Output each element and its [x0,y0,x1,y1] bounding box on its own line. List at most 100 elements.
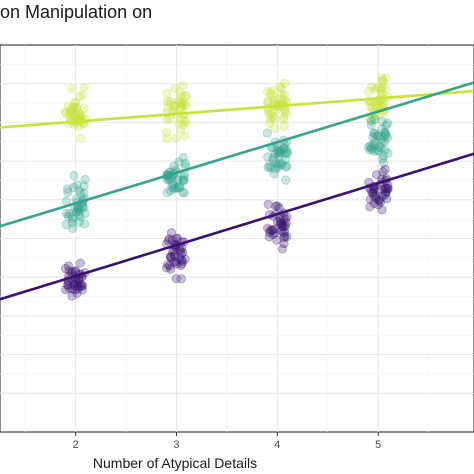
scatter-point [380,190,390,200]
scatter-point [364,86,374,97]
scatter-point [65,105,76,116]
scatter-point [280,78,290,88]
scatter-point [63,212,74,222]
scatter-point [175,246,186,256]
scatter-point [270,164,280,174]
scatter-point [267,108,277,118]
scatter-point [167,235,177,245]
scatter-point [370,84,380,94]
scatter-point [365,145,375,155]
scatter-point [162,133,172,144]
scatter-point [162,96,173,106]
scatter-point [65,108,75,118]
scatter-point [275,145,285,155]
scatter-point [374,141,384,152]
scatter-point [375,197,386,207]
scatter-point [374,146,384,156]
scatter-point [280,90,290,100]
scatter-point [381,130,391,140]
scatter-point [166,253,176,263]
scatter-point [175,115,186,125]
scatter-point [73,203,83,213]
scatter-point [174,95,184,106]
scatter-point [71,103,81,113]
scatter-point [280,231,290,241]
scatter-point [377,154,388,164]
scatter-point [68,223,78,234]
scatter-point [272,217,283,227]
x-tick-label: 2 [73,439,79,451]
scatter-point [377,191,387,201]
scatter-point [76,280,86,290]
scatter-point [376,84,387,94]
scatter-point [173,175,183,186]
scatter-point [282,147,292,158]
scatter-point [70,98,80,108]
scatter-point [369,146,379,156]
scatter-point [379,184,389,195]
scatter-point [377,116,387,126]
scatter-point [370,136,380,146]
scatter-point [276,83,287,93]
scatter-point [381,120,391,130]
scatter-point [163,236,173,246]
scatter-point [166,252,176,262]
scatter-point [377,137,387,147]
scatter-point [380,99,390,109]
scatter-point [382,133,393,143]
scatter-point [180,115,190,126]
scatter-point [165,251,176,262]
scatter-point [179,172,189,182]
scatter-point [274,146,284,157]
scatter-point [75,212,85,222]
scatter-point [279,239,289,249]
scatter-point [275,218,285,228]
scatter-point [369,198,379,208]
scatter-point [67,212,78,222]
scatter-point [64,209,74,219]
scatter-point [369,115,379,125]
scatter-point [161,128,172,138]
scatter-point [178,80,188,90]
scatter-point [67,284,77,294]
scatter-point [181,91,191,101]
x-axis-title: Number of Atypical Details [93,455,257,471]
scatter-point [162,188,172,198]
scatter-point [371,101,381,111]
scatter-point [263,199,273,210]
scatter-point [383,184,393,194]
scatter-point [75,258,86,268]
scatter-point [174,118,184,128]
scatter-point [269,114,279,124]
scatter-point [275,81,285,92]
scatter-point [72,103,82,113]
scatter-point [278,228,289,238]
scatter-point [382,184,392,194]
scatter-point [80,209,90,219]
scatter-point [380,183,391,193]
scatter-point [73,204,83,214]
scatter-point [268,229,278,240]
scatter-point [380,164,390,175]
scatter-point [279,95,290,105]
scatter-point [180,159,191,169]
scatter-point [278,114,288,124]
lines-layer [0,81,474,301]
scatter-point [280,227,290,237]
scatter-point [276,158,286,168]
scatter-point [276,219,286,229]
scatter-point [277,222,287,232]
scatter-point [376,85,386,95]
scatter-point [177,98,188,108]
scatter-point [371,130,381,140]
scatter-point [277,159,287,170]
scatter-point [281,162,291,172]
scatter-point [170,101,180,111]
scatter-point [270,123,280,134]
scatter-point [177,256,188,266]
scatter-point [264,109,274,119]
scatter-point [172,234,182,244]
scatter-point [178,100,188,110]
scatter-point [174,157,184,167]
scatter-point [264,161,275,171]
